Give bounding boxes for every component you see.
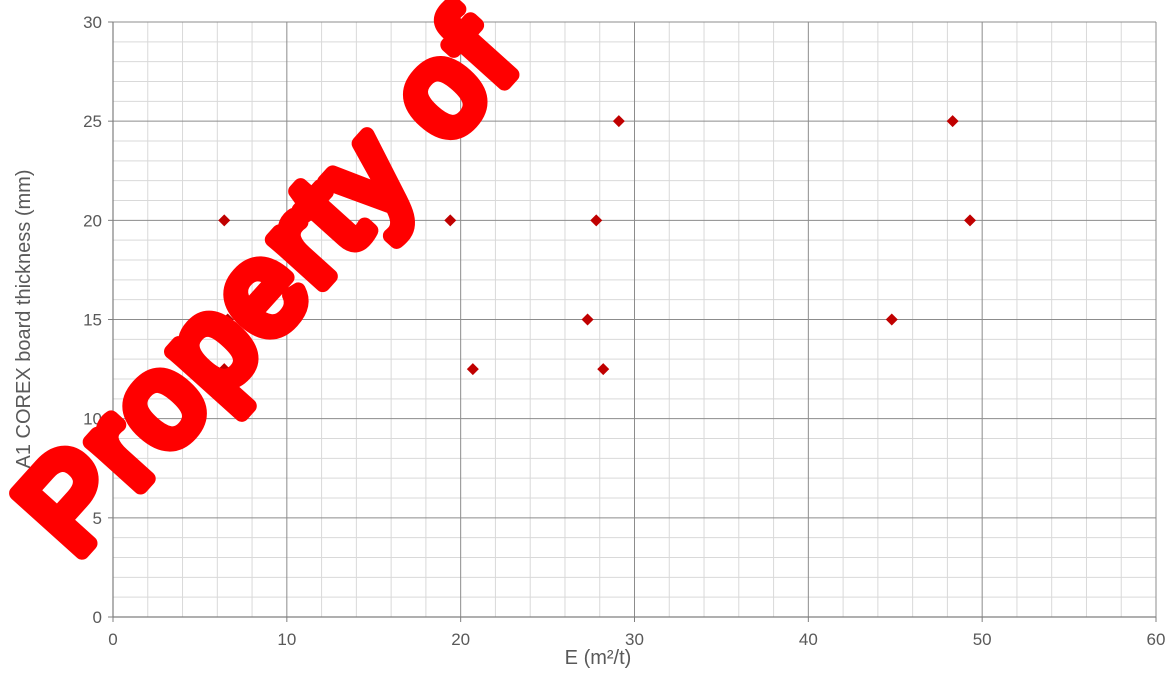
data-points bbox=[218, 115, 976, 376]
data-point bbox=[466, 363, 479, 376]
axes bbox=[108, 21, 1157, 622]
data-point bbox=[946, 115, 959, 128]
data-point bbox=[597, 363, 610, 376]
x-axis-title: E (m²/t) bbox=[565, 647, 632, 669]
x-tick-label: 20 bbox=[451, 630, 470, 649]
x-tick-label: 0 bbox=[108, 630, 117, 649]
x-tick-label: 60 bbox=[1147, 630, 1166, 649]
y-tick-label: 25 bbox=[83, 112, 102, 131]
data-point bbox=[612, 115, 625, 128]
major-gridlines bbox=[113, 21, 1157, 617]
y-tick-label: 10 bbox=[83, 410, 102, 429]
x-tick-label: 10 bbox=[277, 630, 296, 649]
x-tick-labels: 0 10 20 30 40 50 60 bbox=[108, 630, 1165, 649]
y-tick-label: 30 bbox=[83, 13, 102, 32]
y-tick-label: 0 bbox=[93, 608, 102, 627]
x-tick-label: 40 bbox=[799, 630, 818, 649]
y-tick-label: 20 bbox=[83, 211, 102, 230]
data-point bbox=[581, 313, 594, 326]
data-point bbox=[218, 214, 231, 227]
data-point bbox=[444, 214, 457, 227]
y-tick-label: 5 bbox=[93, 509, 102, 528]
watermark-text: Property of bbox=[0, 0, 544, 579]
x-tick-label: 50 bbox=[973, 630, 992, 649]
y-tick-label: 15 bbox=[83, 311, 102, 330]
x-tick-label: 30 bbox=[625, 630, 644, 649]
data-point bbox=[885, 313, 898, 326]
data-point bbox=[590, 214, 603, 227]
y-tick-labels: 0 5 10 15 20 25 30 bbox=[83, 13, 102, 627]
data-point bbox=[963, 214, 976, 227]
y-axis-title: A1 COREX board thickness (mm) bbox=[13, 170, 35, 469]
data-point bbox=[221, 313, 234, 326]
data-point bbox=[218, 363, 231, 376]
